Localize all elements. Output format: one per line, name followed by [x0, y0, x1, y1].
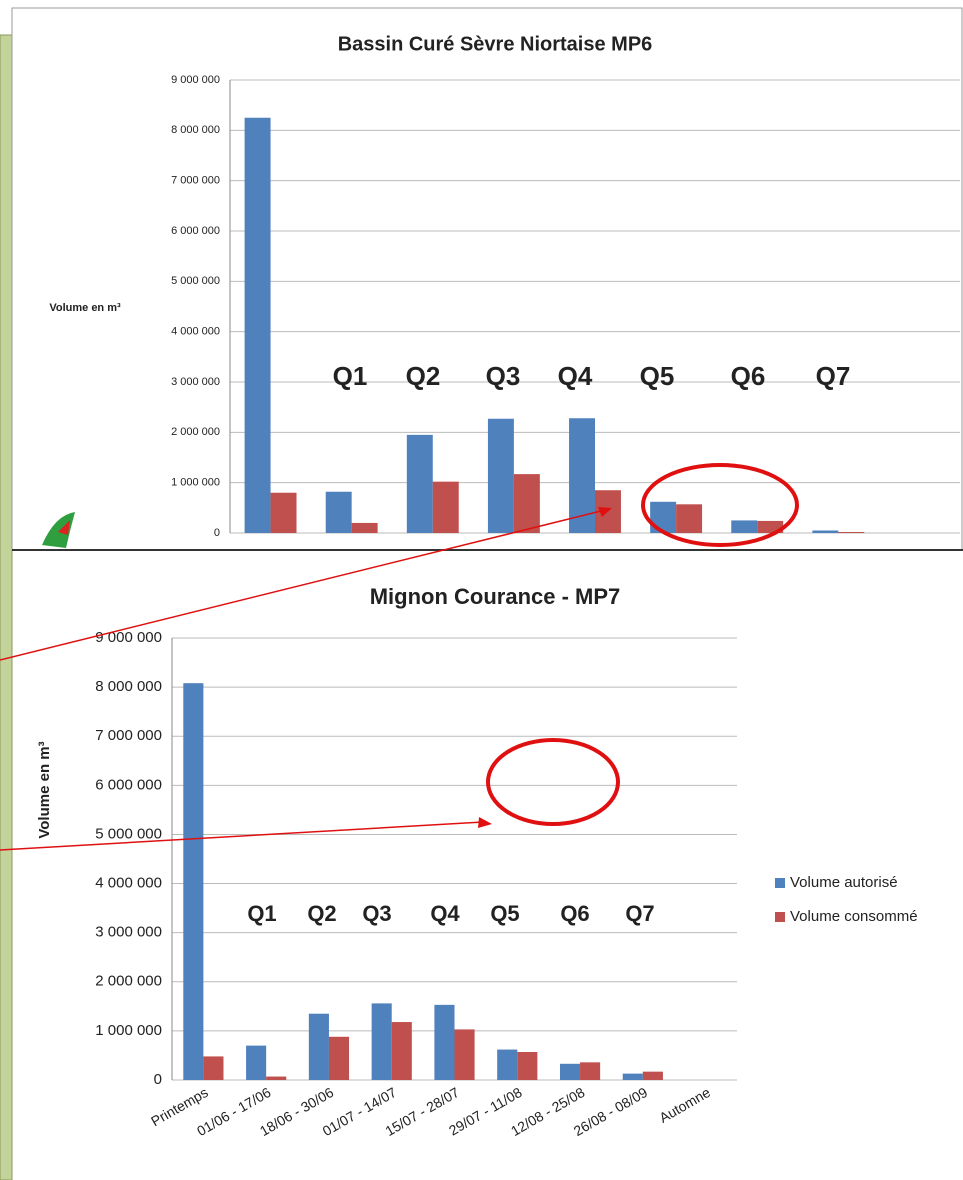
bar — [244, 117, 271, 533]
legend-label: Volume autorisé — [790, 874, 898, 891]
bar — [266, 1076, 287, 1080]
y-tick-label: 6 000 000 — [171, 225, 220, 237]
bar — [246, 1045, 267, 1080]
y-tick-label: 0 — [154, 1071, 162, 1088]
y-tick-label: 1 000 000 — [171, 477, 220, 489]
annotation: Q6 — [731, 361, 766, 391]
arrow-head — [598, 507, 612, 517]
annotation-shapes — [0, 463, 799, 851]
y-tick-label: 9 000 000 — [95, 629, 162, 646]
y-tick-label: 2 000 000 — [171, 426, 220, 438]
annotation: Q3 — [486, 361, 521, 391]
y-tick-label: 2 000 000 — [95, 973, 162, 990]
annotation: Q5 — [640, 361, 675, 391]
bar — [183, 683, 204, 1080]
annotation: Q2 — [307, 901, 336, 926]
y-tick-label: 7 000 000 — [171, 175, 220, 187]
bar — [328, 1036, 350, 1080]
bar — [517, 1052, 538, 1080]
bar — [513, 474, 540, 533]
sidebar — [0, 34, 13, 1180]
y-tick-label: 7 000 000 — [95, 727, 162, 744]
chart-title: Mignon Courance - MP7 — [370, 584, 621, 609]
annotation: Q1 — [333, 361, 368, 391]
bar — [838, 531, 865, 533]
bar — [270, 492, 297, 533]
y-axis-label: Volume en m³ — [49, 302, 121, 314]
y-tick-label: 5 000 000 — [171, 275, 220, 287]
y-tick-label: 5 000 000 — [95, 825, 162, 842]
highlight-circle — [641, 463, 799, 547]
bar — [432, 481, 459, 533]
y-tick-label: 9 000 000 — [171, 74, 220, 86]
y-tick-label: 4 000 000 — [95, 875, 162, 892]
y-tick-label: 3 000 000 — [95, 924, 162, 941]
annotation: Q5 — [490, 901, 519, 926]
bar — [580, 1062, 601, 1080]
bar — [371, 1003, 392, 1080]
bar — [487, 418, 514, 533]
bar — [559, 1063, 581, 1080]
bar — [308, 1013, 329, 1080]
arrow — [0, 821, 484, 851]
legend-label: Volume consommé — [790, 908, 918, 925]
bar — [622, 1073, 643, 1080]
bar — [434, 1004, 455, 1080]
legend-swatch — [775, 878, 785, 888]
y-tick-label: 8 000 000 — [171, 124, 220, 136]
bar — [391, 1022, 412, 1080]
bar — [731, 520, 758, 533]
y-tick-label: 1 000 000 — [95, 1022, 162, 1039]
legend-swatch — [775, 912, 785, 922]
annotation: Q4 — [558, 361, 593, 391]
logo — [42, 512, 75, 548]
highlight-circle — [486, 738, 620, 826]
bar — [406, 434, 433, 533]
bar — [325, 491, 352, 533]
y-axis-label: Volume en m³ — [36, 741, 53, 838]
annotation: Q7 — [625, 901, 654, 926]
bar — [676, 504, 703, 533]
bar — [497, 1049, 518, 1080]
annotation: Q2 — [406, 361, 441, 391]
bar — [454, 1029, 475, 1080]
x-tick-label: Automne — [656, 1084, 713, 1126]
annotation: Q3 — [362, 901, 391, 926]
bar — [203, 1056, 224, 1080]
logo-accent — [58, 520, 70, 535]
bar — [812, 530, 839, 533]
y-tick-label: 8 000 000 — [95, 678, 162, 695]
chart-frame — [11, 7, 963, 551]
bar — [351, 522, 378, 533]
bar — [642, 1071, 663, 1080]
annotation: Q7 — [816, 361, 851, 391]
y-tick-label: 3 000 000 — [171, 376, 220, 388]
y-tick-label: 6 000 000 — [95, 776, 162, 793]
annotation: Q4 — [430, 901, 460, 926]
arrow — [0, 509, 606, 661]
chart-title: Bassin Curé Sèvre Niortaise MP6 — [338, 33, 653, 55]
arrow-head — [478, 817, 492, 828]
annotation: Q1 — [247, 901, 276, 926]
y-tick-label: 4 000 000 — [171, 326, 220, 338]
annotation: Q6 — [560, 901, 589, 926]
y-tick-label: 0 — [214, 527, 220, 539]
